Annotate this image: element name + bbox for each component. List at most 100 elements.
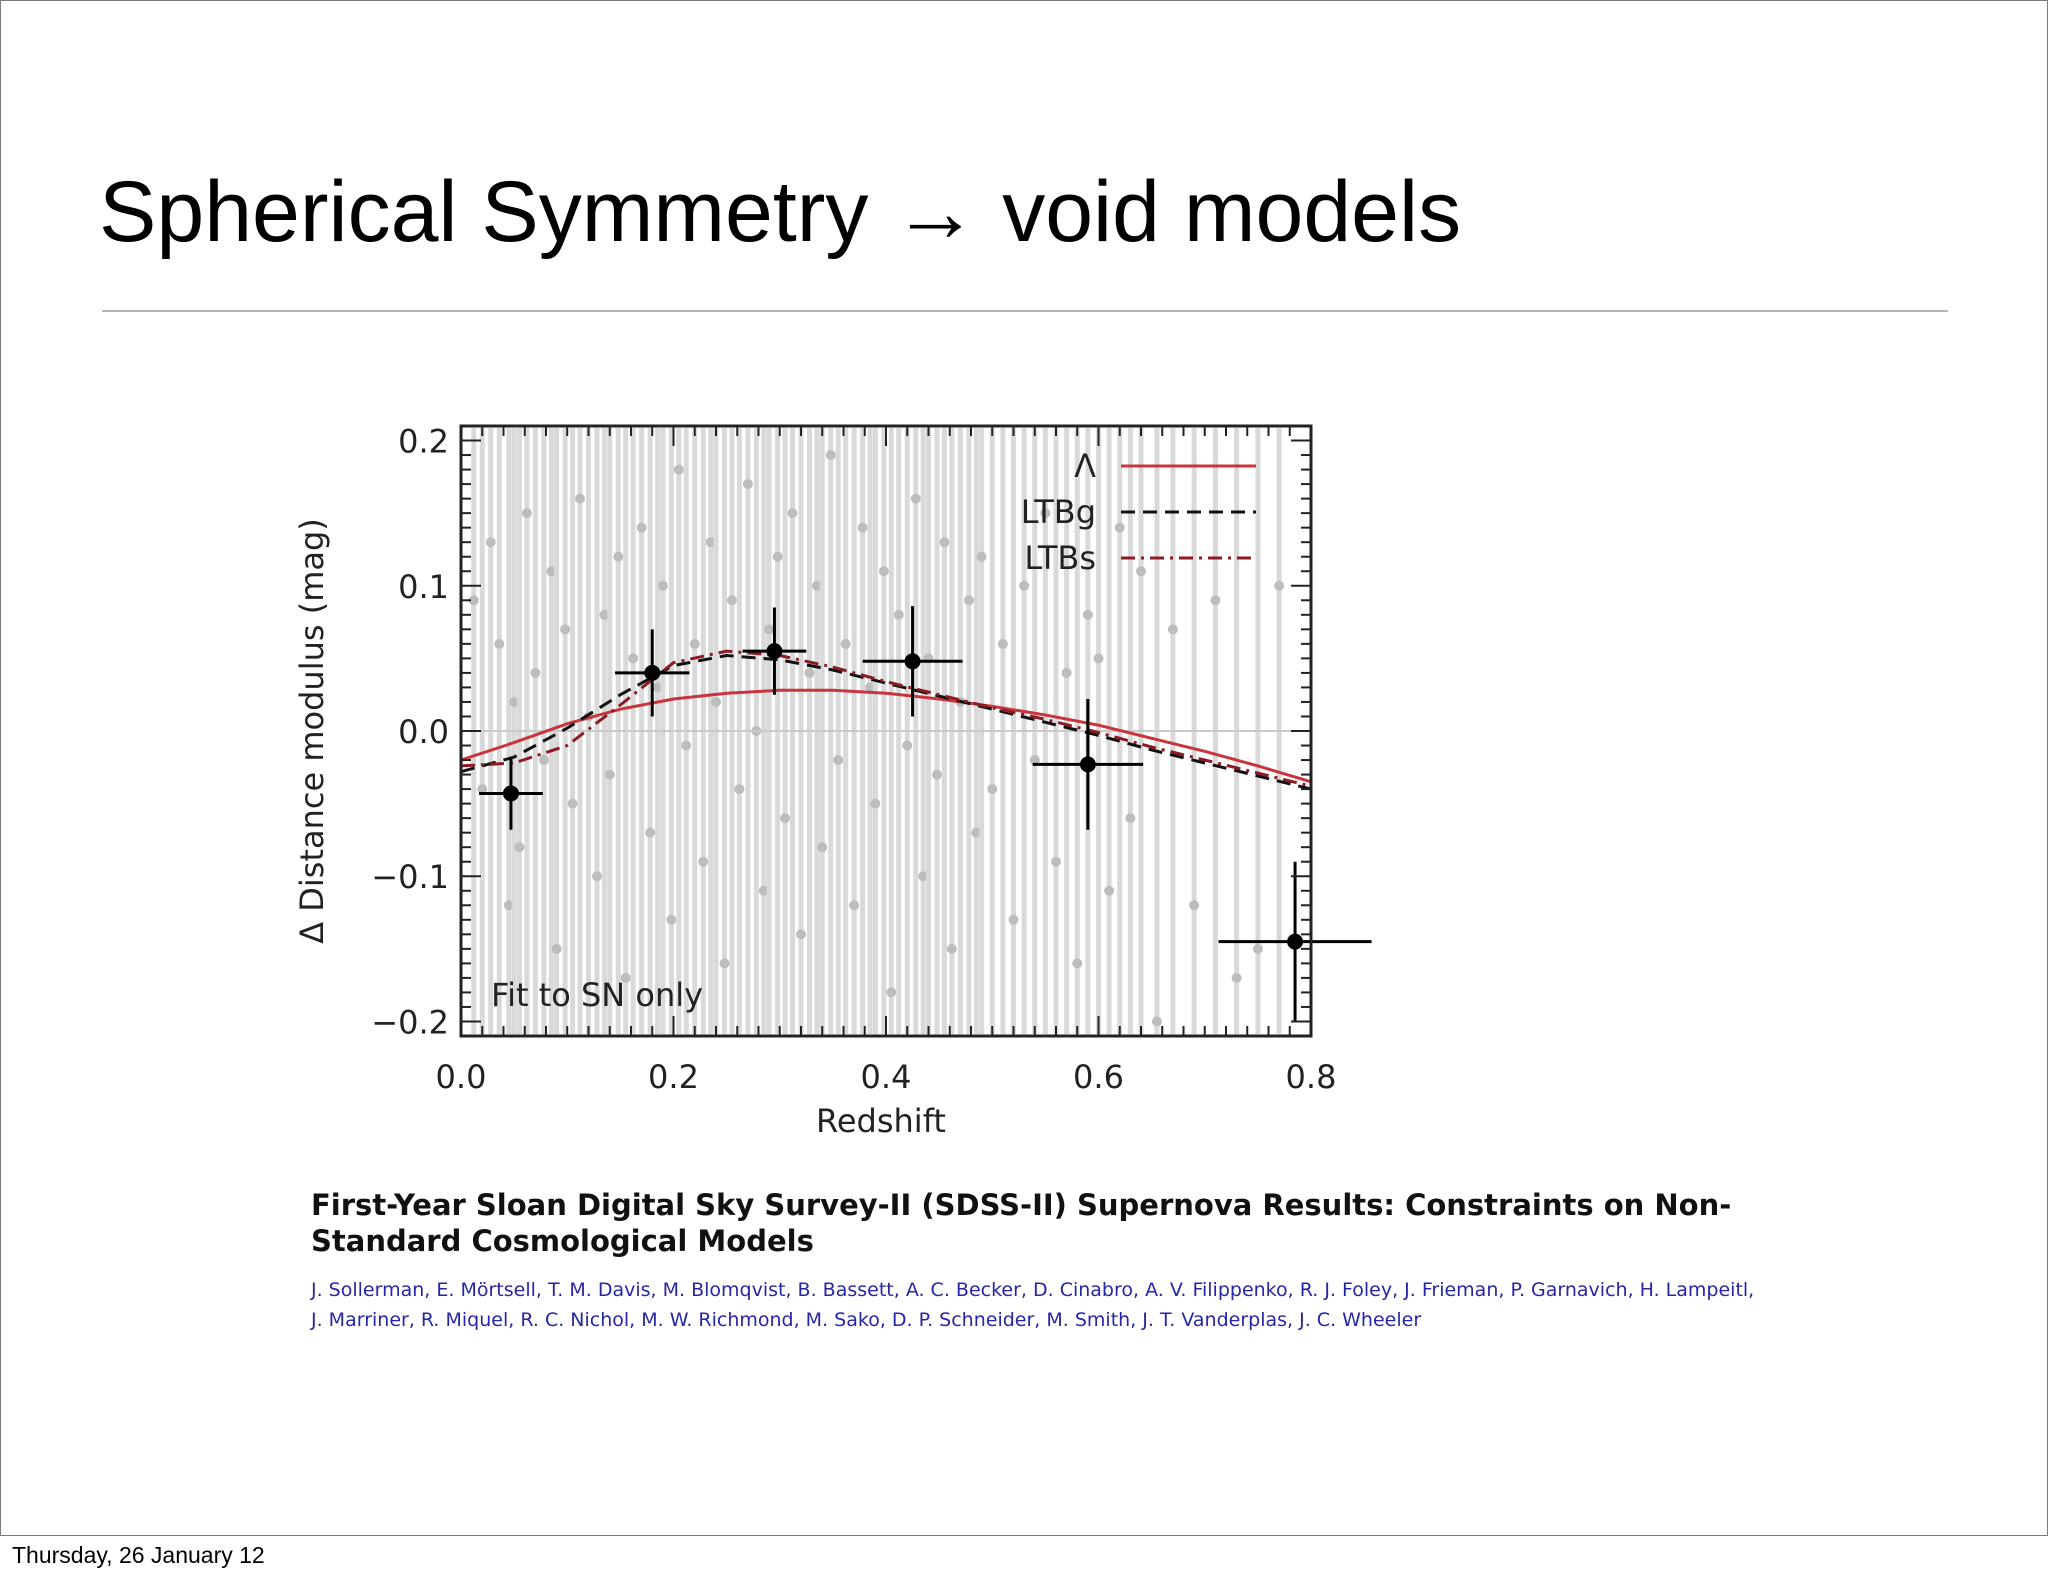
x-tick-label: 0.4 — [861, 1058, 912, 1096]
individual-point — [811, 580, 822, 591]
individual-point — [514, 842, 525, 853]
individual-point — [551, 943, 562, 954]
model-curve-3 — [460, 649, 1312, 788]
individual-point — [560, 624, 571, 635]
y-tick-label: 0.2 — [398, 423, 449, 461]
individual-point — [575, 493, 585, 504]
individual-point — [932, 769, 942, 780]
individual-point — [833, 755, 844, 766]
model-curves-layer — [460, 649, 1312, 791]
tick-labels-layer: 0.0 0.2 0.4 0.6 0.8 0.2 0.1 0.0 −0.1 −0.2 — [371, 423, 1336, 1096]
individual-point — [865, 682, 876, 693]
individual-point — [1104, 885, 1115, 896]
model-curve-2 — [460, 653, 1312, 791]
individual-point — [546, 566, 557, 577]
x-tick-label: 0.6 — [1073, 1058, 1124, 1096]
individual-point — [1082, 609, 1093, 620]
individual-point — [971, 827, 982, 838]
individual-point — [1040, 508, 1051, 519]
individual-point — [1125, 813, 1136, 824]
individual-point — [657, 580, 668, 591]
individual-point — [1151, 1016, 1162, 1027]
individual-point — [599, 609, 610, 620]
individual-point — [726, 595, 737, 606]
individual-point — [719, 958, 730, 969]
individual-point — [628, 653, 639, 664]
binned-point — [644, 664, 661, 681]
legend-label-1: Λ — [1074, 447, 1096, 485]
individual-point — [636, 522, 647, 533]
individual-point — [1051, 856, 1061, 867]
individual-point — [530, 667, 541, 678]
individual-point — [764, 624, 775, 635]
individual-point — [987, 784, 998, 795]
individual-point — [1061, 667, 1072, 678]
individual-point — [509, 696, 520, 707]
individual-point — [1008, 914, 1019, 925]
individual-point — [645, 827, 656, 838]
individual-point — [840, 638, 851, 649]
individual-point — [787, 508, 798, 519]
x-axis-label: Redshift — [816, 1102, 946, 1140]
individual-point — [963, 595, 974, 606]
individual-point — [849, 900, 860, 911]
paper-authors[interactable]: J. Sollerman, E. Mörtsell, T. M. Davis, … — [311, 1279, 1755, 1331]
individual-point — [689, 638, 700, 649]
x-tick-label: 0.0 — [436, 1058, 487, 1096]
individual-point — [758, 885, 769, 896]
individual-point — [1189, 900, 1200, 911]
individual-point — [772, 551, 783, 562]
individual-point — [613, 551, 624, 562]
binned-point — [766, 643, 783, 660]
individual-point — [705, 537, 716, 548]
individual-point — [939, 537, 950, 548]
individual-point — [538, 755, 549, 766]
individual-point — [902, 740, 913, 751]
individual-point — [521, 508, 532, 519]
individual-point — [666, 914, 677, 925]
individual-point — [698, 856, 709, 867]
individual-point — [893, 609, 904, 620]
y-axis-label: Δ Distance modulus (mag) — [293, 518, 331, 944]
individual-point — [468, 595, 479, 606]
individual-point — [620, 972, 631, 983]
binned-points-layer — [479, 606, 1372, 1022]
individual-point — [886, 987, 897, 998]
individual-point — [592, 871, 602, 882]
individual-point — [1167, 624, 1178, 635]
individual-point — [567, 798, 578, 809]
slide-title: Spherical Symmetry → void models — [99, 164, 1462, 260]
individual-point — [673, 464, 684, 475]
individual-point — [1231, 972, 1242, 983]
model-curve-1 — [460, 688, 1312, 784]
binned-point — [1079, 756, 1096, 773]
individual-point — [485, 537, 496, 548]
title-divider — [102, 310, 1948, 312]
legend-label-2: LTBg — [1021, 493, 1096, 531]
y-tick-label: −0.1 — [371, 858, 449, 896]
individual-point — [503, 900, 514, 911]
y-tick-label: 0.0 — [398, 713, 449, 751]
individual-point — [1019, 580, 1030, 591]
individual-point — [910, 493, 921, 504]
individual-point — [976, 551, 987, 562]
individual-point — [742, 479, 753, 490]
binned-point — [1287, 933, 1304, 950]
legend-label-3: LTBs — [1024, 539, 1096, 577]
individual-point — [1072, 958, 1083, 969]
x-tick-label: 0.8 — [1286, 1058, 1337, 1096]
individual-point — [857, 522, 868, 533]
individual-point — [1114, 522, 1125, 533]
individual-point — [1252, 943, 1263, 954]
binned-point — [904, 653, 921, 670]
individual-point — [681, 740, 692, 751]
individual-point — [997, 638, 1008, 649]
individual-point — [734, 784, 745, 795]
individual-point — [946, 943, 957, 954]
individual-point — [804, 667, 815, 678]
slide: Spherical Symmetry → void models 0.0 0.2 0… — [0, 0, 2048, 1536]
y-tick-label: 0.1 — [398, 568, 449, 606]
individual-point — [825, 450, 836, 461]
individual-point — [604, 769, 615, 780]
individual-point — [494, 638, 505, 649]
